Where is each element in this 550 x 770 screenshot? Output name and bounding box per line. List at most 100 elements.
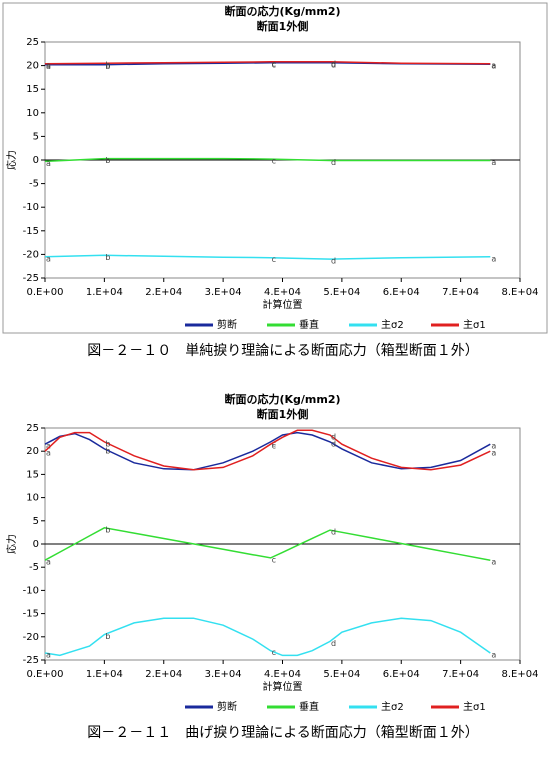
series-line (44, 431, 491, 471)
point-label: a (46, 61, 51, 70)
y-axis-label: 応力 (5, 150, 18, 170)
legend-label: 垂直 (299, 318, 319, 331)
y-tick-label: -25 (23, 655, 39, 666)
series-line (44, 61, 491, 65)
point-label: a (491, 254, 496, 263)
point-label: a (46, 254, 51, 263)
chart-subtitle: 断面1外側 (257, 19, 309, 33)
point-label: a (46, 442, 51, 451)
x-tick-label: 6.E+04 (383, 669, 420, 680)
point-label: c (272, 648, 276, 657)
point-label: c (272, 157, 276, 166)
point-label: a (46, 159, 51, 168)
legend-label: 剪断 (217, 318, 237, 331)
x-tick-label: 5.E+04 (323, 669, 360, 680)
y-tick-label: 25 (26, 423, 39, 434)
x-axis-label: 計算位置 (263, 298, 303, 311)
y-tick-label: 20 (26, 446, 39, 457)
x-tick-label: 2.E+04 (145, 669, 182, 680)
series-line (44, 617, 491, 657)
point-label: a (491, 651, 496, 660)
series-line (44, 429, 491, 471)
x-tick-label: 7.E+04 (442, 669, 479, 680)
legend-label: 主σ2 (381, 319, 404, 331)
point-label: d (331, 639, 336, 648)
y-tick-label: 10 (26, 108, 39, 119)
point-label: d (331, 60, 336, 69)
y-tick-label: 20 (26, 61, 39, 72)
chart-subtitle: 断面1外側 (257, 407, 309, 421)
x-tick-label: 4.E+04 (264, 669, 301, 680)
x-tick-label: 5.E+04 (323, 287, 360, 298)
legend-label: 主σ1 (463, 319, 486, 331)
y-tick-label: 0 (33, 155, 39, 166)
point-label: a (46, 651, 51, 660)
chart-title: 断面の応力(Kg/mm2) (224, 392, 340, 406)
point-label: a (491, 558, 496, 567)
series-line (44, 157, 491, 163)
x-tick-label: 0.E+00 (27, 287, 64, 298)
y-tick-label: 5 (33, 516, 39, 527)
y-tick-label: -20 (23, 632, 39, 643)
point-label: b (105, 253, 110, 262)
x-tick-label: 0.E+00 (27, 669, 64, 680)
point-label: a (46, 62, 51, 71)
point-label: a (491, 449, 496, 458)
point-label: d (331, 432, 336, 441)
x-tick-label: 1.E+04 (86, 669, 123, 680)
point-label: a (46, 449, 51, 458)
point-label: c (272, 439, 276, 448)
point-label: c (272, 60, 276, 69)
x-axis-label: 計算位置 (263, 680, 303, 693)
y-tick-label: 25 (26, 37, 39, 48)
x-tick-label: 8.E+04 (502, 287, 539, 298)
point-label: d (331, 439, 336, 448)
point-label: a (46, 558, 51, 567)
point-label: d (331, 158, 336, 167)
point-label: c (272, 255, 276, 264)
legend-label: 主σ2 (381, 701, 404, 713)
y-tick-label: 15 (26, 84, 39, 95)
point-label: b (105, 156, 110, 165)
y-tick-label: -5 (29, 562, 39, 573)
y-tick-label: -10 (23, 202, 39, 213)
point-label: c (272, 555, 276, 564)
y-tick-label: 10 (26, 493, 39, 504)
point-label: a (491, 62, 496, 71)
legend-label: 主σ1 (463, 701, 486, 713)
legend-label: 垂直 (299, 700, 319, 713)
x-tick-label: 8.E+04 (502, 669, 539, 680)
point-label: a (491, 61, 496, 70)
x-tick-label: 4.E+04 (264, 287, 301, 298)
chart-frame (2, 2, 548, 334)
y-tick-label: -5 (29, 179, 39, 190)
x-tick-label: 3.E+04 (205, 669, 242, 680)
y-tick-label: 5 (33, 131, 39, 142)
y-tick-label: 15 (26, 469, 39, 480)
legend-label: 剪断 (217, 700, 237, 713)
x-tick-label: 3.E+04 (205, 287, 242, 298)
chart-title: 断面の応力(Kg/mm2) (224, 4, 340, 18)
x-tick-label: 6.E+04 (383, 287, 420, 298)
point-label: d (331, 257, 336, 266)
point-label: d (331, 59, 336, 68)
y-axis-label: 応力 (5, 534, 18, 554)
point-label: a (491, 442, 496, 451)
point-label: b (105, 439, 110, 448)
y-tick-label: -15 (23, 226, 39, 237)
point-label: b (105, 632, 110, 641)
figure-caption: 図－２－１１ 曲げ捩り理論による断面応力（箱型断面１外） (87, 725, 479, 741)
point-label: a (491, 158, 496, 167)
point-label: c (272, 59, 276, 68)
x-tick-label: 7.E+04 (442, 287, 479, 298)
y-tick-label: -25 (23, 273, 39, 284)
point-label: d (331, 528, 336, 537)
point-label: b (105, 446, 110, 455)
x-tick-label: 2.E+04 (145, 287, 182, 298)
y-tick-label: 0 (33, 539, 39, 550)
point-label: b (105, 61, 110, 70)
point-label: b (105, 62, 110, 71)
point-label: b (105, 525, 110, 534)
series-line (44, 527, 491, 561)
y-tick-label: -20 (23, 249, 39, 260)
